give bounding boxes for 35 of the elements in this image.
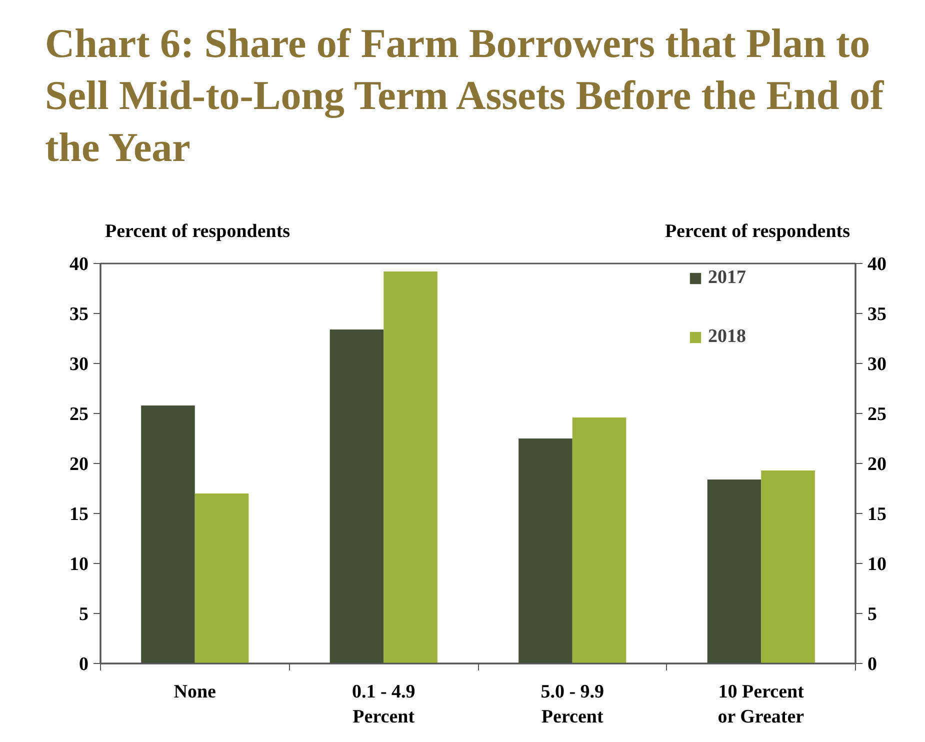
y-tick-label: 40 bbox=[70, 254, 88, 275]
bar bbox=[384, 272, 438, 664]
y2-tick-label: 35 bbox=[868, 304, 886, 325]
y2-tick-label: 5 bbox=[868, 604, 877, 625]
legend-label: 2018 bbox=[708, 326, 746, 348]
bar bbox=[194, 494, 249, 664]
y-tick-label: 20 bbox=[70, 454, 88, 475]
y-tick-label: 0 bbox=[79, 654, 88, 675]
y-axis-title: Percent of respondents bbox=[105, 220, 290, 244]
y2-tick-label: 0 bbox=[868, 654, 877, 675]
y2-tick-label: 15 bbox=[868, 504, 886, 525]
y-tick-label: 5 bbox=[79, 604, 88, 625]
bar bbox=[707, 480, 762, 664]
x-tick-label: None bbox=[174, 682, 216, 702]
bar bbox=[141, 406, 195, 664]
x-tick-label: 5.0 - 9.9 Percent bbox=[540, 682, 604, 728]
y-tick-label: 30 bbox=[70, 354, 88, 375]
chart-title: Chart 6: Share of Farm Borrowers that Plan to Sell Mid-to-Long Term Assets Before the End of the Year bbox=[45, 19, 885, 172]
y2-tick-label: 20 bbox=[868, 454, 886, 475]
y-tick-label: 10 bbox=[70, 554, 88, 575]
bar bbox=[518, 438, 572, 664]
y2-axis-title: Percent of respondents bbox=[664, 220, 850, 244]
x-tick-label: 10 Percent or Greater bbox=[718, 682, 805, 728]
y2-tick-label: 40 bbox=[868, 254, 886, 275]
y-tick-label: 35 bbox=[70, 304, 88, 325]
legend-label: 2017 bbox=[708, 267, 746, 289]
bar bbox=[572, 418, 626, 664]
bar bbox=[761, 470, 815, 664]
y2-tick-label: 25 bbox=[868, 404, 886, 425]
bar bbox=[330, 330, 384, 664]
y2-tick-label: 10 bbox=[868, 554, 886, 575]
y2-tick-label: 30 bbox=[868, 354, 886, 375]
y-tick-label: 15 bbox=[70, 504, 88, 525]
x-tick-label: 0.1 - 4.9 Percent bbox=[352, 682, 416, 728]
y-tick-label: 25 bbox=[70, 404, 88, 425]
